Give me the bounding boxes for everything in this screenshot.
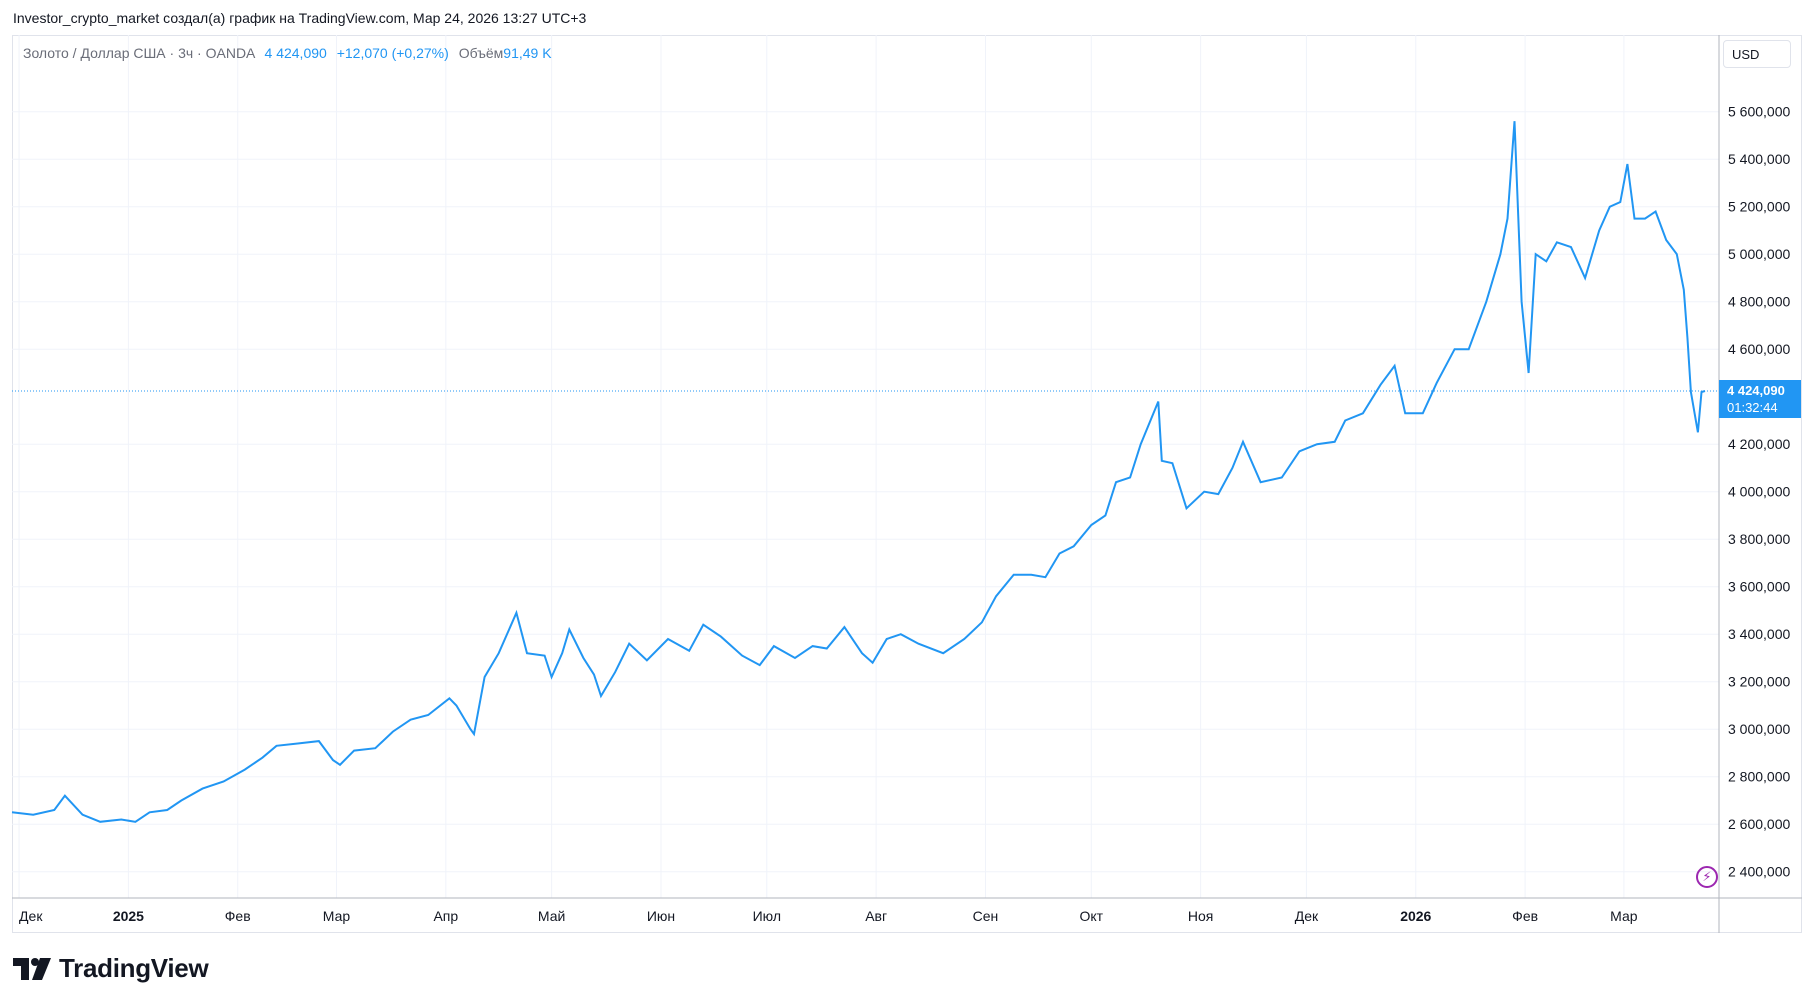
tradingview-brand[interactable]: TradingView [13, 953, 209, 984]
last-price-badge: 4 424,090 01:32:44 [1719, 380, 1801, 418]
price-axis-tick: 2 400,000 [1728, 864, 1790, 880]
legend-change: +12,070 (+0,27%) [336, 45, 449, 61]
series-line-gold-usd [11, 121, 1706, 823]
price-axis-tick: 3 600,000 [1728, 579, 1790, 595]
brand-name: TradingView [59, 953, 209, 983]
time-axis: Дек 2025 Фев Мар Апр Май Июн Июл Авг Сен Окт Ноя Дек… [19, 908, 1638, 924]
price-axis: 2 400,000 2 600,000 2 800,000 3 000,000 3 20… [1728, 104, 1790, 880]
price-axis-tick: 3 200,000 [1728, 674, 1790, 690]
time-axis-tick: Ноя [1188, 908, 1213, 924]
time-axis-tick: Фев [225, 908, 251, 924]
time-axis-tick: Дек [1295, 908, 1319, 924]
time-axis-tick: Дек [19, 908, 43, 924]
chart-attribution: Investor_crypto_market создал(а) график … [13, 10, 587, 26]
price-axis-tick: 2 800,000 [1728, 769, 1790, 785]
price-axis-tick: 3 400,000 [1728, 626, 1790, 642]
price-axis-tick: 4 200,000 [1728, 436, 1790, 452]
last-price-value: 4 424,090 [1727, 383, 1785, 398]
price-axis-tick: 5 400,000 [1728, 151, 1790, 167]
time-axis-tick: Июл [753, 908, 781, 924]
time-axis-tick: Май [538, 908, 565, 924]
time-axis-tick: Сен [973, 908, 999, 924]
time-axis-tick: 2026 [1400, 908, 1431, 924]
price-axis-tick: 3 000,000 [1728, 721, 1790, 737]
price-axis-tick: 5 600,000 [1728, 104, 1790, 120]
price-axis-tick: 5 200,000 [1728, 199, 1790, 215]
price-axis-tick: 3 800,000 [1728, 531, 1790, 547]
bar-countdown: 01:32:44 [1727, 400, 1778, 415]
time-axis-tick: Мар [323, 908, 351, 924]
currency-button[interactable]: USD [1723, 40, 1791, 68]
legend-volume-label: Объём [458, 45, 504, 61]
chart-legend: Золото / Доллар США · 3ч · OANDA 4 424,0… [23, 45, 552, 61]
time-axis-tick: Июн [647, 908, 675, 924]
time-axis-tick: Окт [1079, 908, 1103, 924]
time-axis-tick: 2025 [113, 908, 144, 924]
lightning-icon[interactable]: ⚡ [1696, 866, 1718, 888]
price-axis-tick: 4 000,000 [1728, 484, 1790, 500]
chart-frame [12, 35, 1802, 933]
legend-volume-value: 91,49 K [503, 45, 552, 61]
time-axis-tick: Фев [1512, 908, 1538, 924]
price-axis-tick: 4 800,000 [1728, 294, 1790, 310]
legend-price: 4 424,090 [264, 45, 327, 61]
chart-grid [12, 35, 1719, 898]
tradingview-logo-icon [13, 957, 51, 980]
time-axis-tick: Апр [433, 908, 458, 924]
time-axis-tick: Авг [865, 908, 887, 924]
price-axis-tick: 5 000,000 [1728, 246, 1790, 262]
time-axis-tick: Мар [1610, 908, 1638, 924]
price-axis-tick: 4 600,000 [1728, 341, 1790, 357]
symbol-info: Золото / Доллар США · 3ч · OANDA [23, 45, 255, 61]
price-axis-tick: 2 600,000 [1728, 816, 1790, 832]
